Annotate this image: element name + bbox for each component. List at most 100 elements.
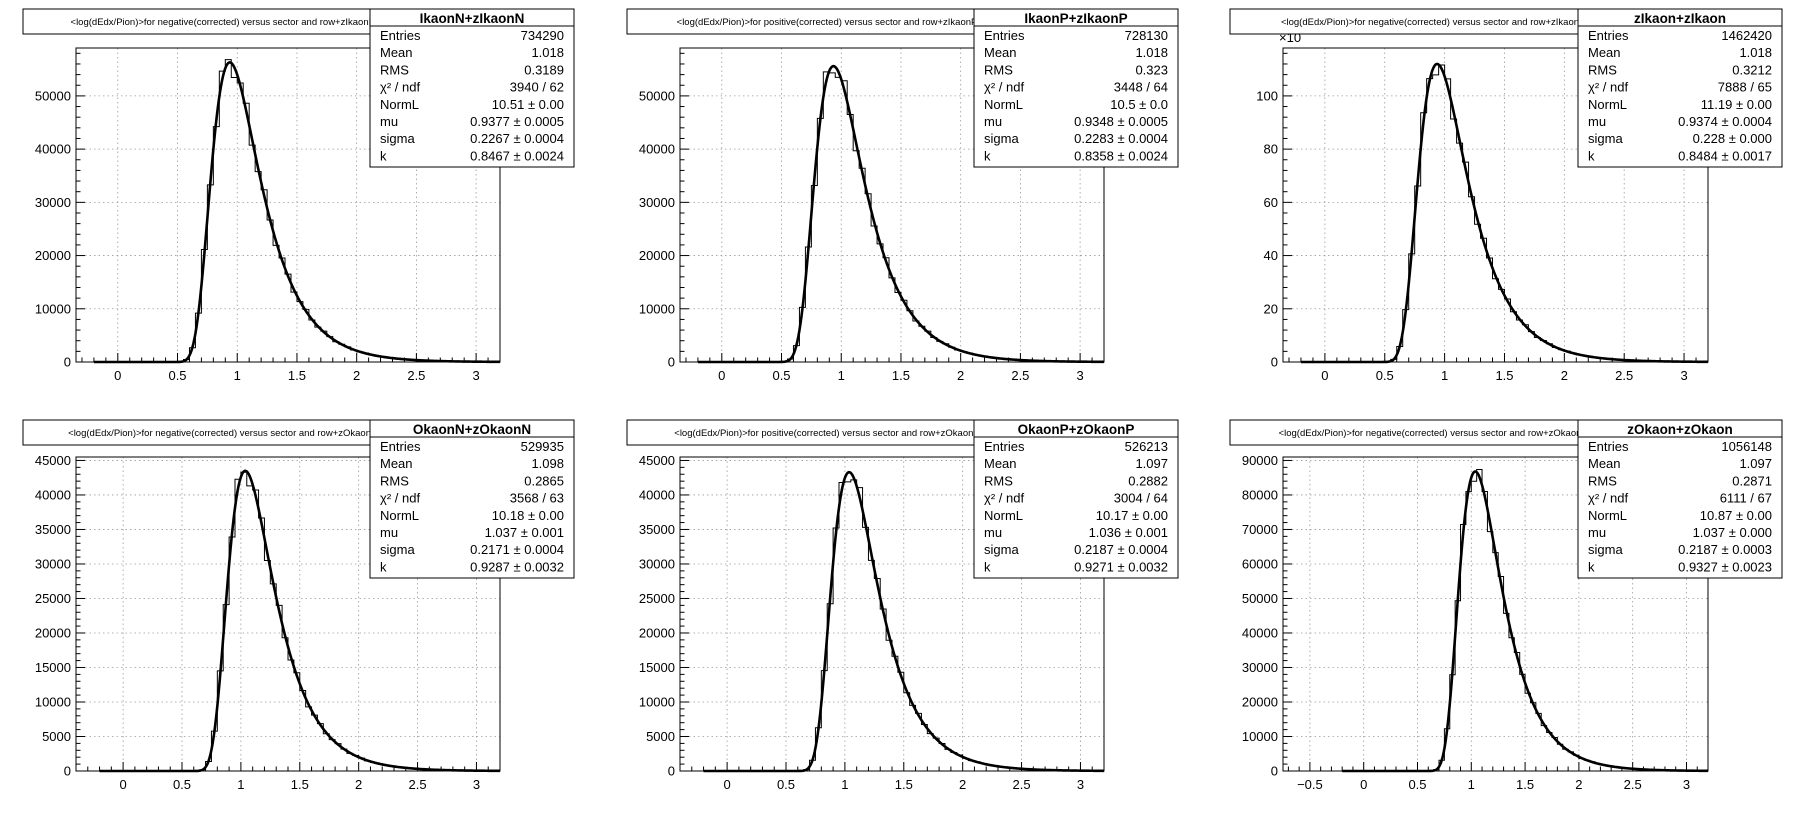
y-tick-label: 80 <box>1264 142 1278 157</box>
stats-value: 1.036 ± 0.001 <box>1089 525 1168 540</box>
fit-curve <box>697 64 1105 364</box>
x-tick-label: 3 <box>472 368 479 383</box>
stats-label: k <box>380 559 387 574</box>
x-tick-label: 2.5 <box>407 368 425 383</box>
stats-label: k <box>1588 559 1595 574</box>
stats-box <box>1577 8 1783 168</box>
y-axis <box>680 52 689 363</box>
stats-box <box>973 419 1179 579</box>
stats-label: k <box>984 148 991 163</box>
stats-label: RMS <box>984 62 1013 77</box>
stats-value: 526213 <box>1125 439 1168 454</box>
stats-name: zIkaon+zIkaon <box>1634 11 1726 26</box>
y-tick-label: 20000 <box>1242 694 1278 709</box>
stats-label: k <box>1588 148 1595 163</box>
x-tick-label: 0 <box>723 777 730 792</box>
stats-label: k <box>380 148 387 163</box>
stats-label: Mean <box>984 456 1017 471</box>
x-tick-label: 1.5 <box>1495 368 1513 383</box>
chart-panel-3: 0 0.5 1 1.5 2 2.5 3020406080100×10<log(dEdx/Pi… <box>1229 8 1783 383</box>
stats-label: RMS <box>380 473 409 488</box>
stats-label: NormL <box>1588 97 1627 112</box>
stats-name: IkaonP+zIkaonP <box>1024 11 1127 26</box>
stats-box <box>369 8 575 168</box>
stats-label: χ² / ndf <box>1588 80 1628 95</box>
plot-frame <box>1282 456 1709 772</box>
stats-name: IkaonN+zIkaonN <box>420 11 525 26</box>
y-tick-label: 20000 <box>35 248 71 263</box>
stats-label: Entries <box>1588 439 1629 454</box>
y-tick-label: 0 <box>64 764 71 779</box>
stats-value: 0.2865 <box>524 473 564 488</box>
y-tick-label: 10000 <box>639 301 675 316</box>
x-tick-label: 2.5 <box>1011 368 1029 383</box>
stats-label: k <box>984 559 991 574</box>
stats-label: NormL <box>984 508 1023 523</box>
y-tick-label: 30000 <box>35 195 71 210</box>
stats-value: 529935 <box>521 439 564 454</box>
stats-label: Mean <box>380 45 413 60</box>
stats-value: 0.9287 ± 0.0032 <box>470 559 564 574</box>
chart-panel-2: 0 0.5 1 1.5 2 2.5 3 0 10000 20000 30000 40000 50000 <… <box>626 8 1179 383</box>
stats-value: 0.2187 ± 0.0003 <box>1678 542 1772 557</box>
y-tick-label: 10000 <box>35 694 71 709</box>
x-tick-label: 1 <box>237 777 244 792</box>
y-tick-label: 30000 <box>35 556 71 571</box>
stats-value: 0.8467 ± 0.0024 <box>470 148 564 163</box>
x-tick-label: 3 <box>1077 777 1084 792</box>
stats-value: 0.9271 ± 0.0032 <box>1074 559 1168 574</box>
stats-value: 0.2871 <box>1732 473 1772 488</box>
grid <box>680 48 1104 362</box>
stats-value: 3940 / 62 <box>510 80 564 95</box>
plot-frame <box>1282 47 1709 363</box>
stats-label: Mean <box>380 456 413 471</box>
chart-title: <log(dEdx/Pion)>for negative(corrected) … <box>1281 17 1579 28</box>
stats-label: mu <box>984 114 1002 129</box>
y-tick-label: 20 <box>1264 301 1278 316</box>
x-tick-label: 3 <box>1683 777 1690 792</box>
x-tick-label: 2 <box>355 777 362 792</box>
stats-label: sigma <box>984 131 1019 146</box>
y-tick-label: 0 <box>64 355 71 370</box>
x-tick-label: 2 <box>1561 368 1568 383</box>
y-axis <box>680 459 689 772</box>
plot-frame <box>679 47 1105 363</box>
grid <box>680 457 1104 771</box>
y-tick-label: 5000 <box>646 729 675 744</box>
stats-label: mu <box>380 114 398 129</box>
x-tick-label: 0 <box>1360 777 1367 792</box>
x-tick-label: 3 <box>473 777 480 792</box>
stats-value: 1.097 <box>1739 456 1772 471</box>
stats-label: χ² / ndf <box>984 80 1024 95</box>
stats-value: 10.51 ± 0.00 <box>492 97 564 112</box>
y-axis <box>1283 459 1292 772</box>
stats-value: 1.097 <box>1135 456 1168 471</box>
stats-value: 10.17 ± 0.00 <box>1096 508 1168 523</box>
stats-value: 728130 <box>1125 28 1168 43</box>
stats-value: 3568 / 63 <box>510 491 564 506</box>
x-tick-label: 0.5 <box>173 777 191 792</box>
stats-name: OkaonP+zOkaonP <box>1018 422 1135 437</box>
grid <box>1283 48 1708 362</box>
stats-value: 734290 <box>521 28 564 43</box>
stats-label: NormL <box>1588 508 1627 523</box>
stats-value: 10.87 ± 0.00 <box>1700 508 1772 523</box>
stats-value: 11.19 ± 0.00 <box>1701 97 1772 112</box>
chart-panel-4: 0 0.5 1 1.5 2 2.5 3 0 5000 10000 15000 20000 25000 30… <box>22 419 575 792</box>
stats-label: χ² / ndf <box>380 80 420 95</box>
stats-label: χ² / ndf <box>984 491 1024 506</box>
x-tick-label: 3 <box>1076 368 1083 383</box>
stats-value: 0.228 ± 0.000 <box>1693 131 1772 146</box>
x-tick-label: 1 <box>234 368 241 383</box>
stats-label: mu <box>1588 114 1606 129</box>
fit-curve <box>703 470 1104 773</box>
x-tick-label: 1.5 <box>1516 777 1534 792</box>
y-tick-label: 100 <box>1256 88 1278 103</box>
x-tick-label: 3 <box>1680 368 1687 383</box>
stats-value: 1.037 ± 0.001 <box>485 525 564 540</box>
y-tick-label: 20000 <box>639 625 675 640</box>
stats-value: 1.037 ± 0.000 <box>1693 525 1772 540</box>
x-tick-label: 1 <box>838 368 845 383</box>
y-axis <box>76 52 85 363</box>
x-tick-label: 2.5 <box>1013 777 1031 792</box>
